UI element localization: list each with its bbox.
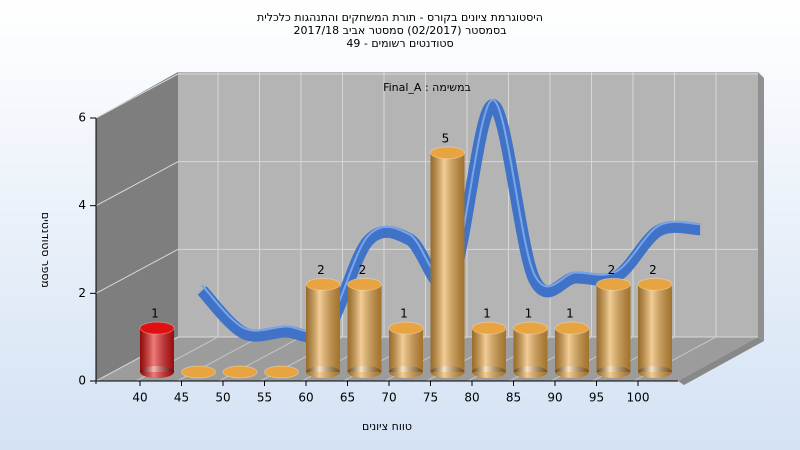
bar-shade	[430, 152, 465, 372]
bar-shade	[472, 328, 506, 372]
bar-shade	[389, 328, 423, 372]
x-tick-label: 100	[627, 391, 650, 405]
marks: 1 2 2 1 5 1 1 1 2 2	[139, 99, 701, 379]
grid-line	[95, 73, 179, 119]
bar-top	[181, 365, 216, 379]
data-label: 5	[442, 131, 450, 145]
bar-top	[222, 365, 258, 379]
chart-subtitle: סטודנטים רשומים - 49	[346, 37, 453, 50]
x-tick-label: 55	[257, 391, 272, 405]
chart-title: היסטוגרמת ציונים בקורס - תורת המשחקים וה…	[257, 11, 543, 24]
bar-top	[139, 321, 175, 335]
bar-top	[347, 277, 382, 291]
x-tick-label: 60	[298, 391, 313, 405]
data-label: 2	[649, 263, 657, 277]
bar-top	[554, 321, 590, 335]
bar-top	[637, 277, 673, 291]
bar-top	[596, 277, 631, 291]
x-tick-label: 85	[506, 391, 521, 405]
y-axis-label: מספר סטודנטים	[39, 212, 52, 288]
bar-top	[430, 146, 465, 160]
data-label: 2	[359, 263, 367, 277]
grid-line	[95, 248, 179, 294]
x-axis-label: טווח ציונים	[362, 420, 412, 433]
bar-base-shade	[389, 366, 423, 378]
bar-shade	[638, 284, 672, 372]
bar-top	[264, 365, 299, 379]
x-tick-label: 45	[174, 391, 189, 405]
x-tick-label: 50	[215, 391, 230, 405]
bar-shade	[513, 328, 548, 372]
bar-shade	[140, 328, 174, 372]
x-tick-label: 65	[340, 391, 355, 405]
bar-base-shade	[140, 366, 174, 378]
y-tick-label: 6	[78, 111, 86, 125]
bar-top	[471, 321, 507, 335]
bar-shade	[347, 284, 382, 372]
data-label: 1	[400, 307, 408, 321]
floor-edge	[678, 337, 764, 385]
bar-base-shade	[347, 366, 382, 378]
bar-top	[305, 277, 341, 291]
bar-base-shade	[596, 366, 631, 378]
bar-base-shade	[472, 366, 506, 378]
bar-base-shade	[430, 366, 465, 378]
data-label: 1	[151, 307, 159, 321]
x-tick-label: 95	[589, 391, 604, 405]
y-tick-label: 4	[78, 198, 86, 212]
data-label: 1	[566, 307, 574, 321]
y-tick-label: 0	[78, 374, 86, 388]
bar-base-shade	[513, 366, 548, 378]
x-tick-label: 90	[547, 391, 562, 405]
wall-edge	[758, 72, 764, 341]
bar-shade	[306, 284, 340, 372]
annotation: במשימה : Final_A	[383, 81, 471, 94]
bar-shade	[596, 284, 631, 372]
data-label: 1	[483, 307, 491, 321]
x-tick-label: 70	[381, 391, 396, 405]
chart-subtitle: בסמסטר (02/2017) סמסטר אביב 2017/18	[293, 24, 506, 37]
bar-base-shade	[555, 366, 589, 378]
data-label: 2	[608, 263, 616, 277]
x-tick-label: 40	[132, 391, 147, 405]
bar-base-shade	[638, 366, 672, 378]
x-tick-label: 80	[464, 391, 479, 405]
data-label: 2	[317, 263, 325, 277]
y-tick-label: 2	[78, 286, 86, 300]
bar-top	[513, 321, 548, 335]
bar-shade	[555, 328, 589, 372]
side-wall	[96, 72, 178, 381]
grid-line	[95, 161, 179, 207]
x-tick-label: 75	[423, 391, 438, 405]
bar-top	[388, 321, 424, 335]
bar-base-shade	[306, 366, 340, 378]
data-label: 1	[525, 307, 533, 321]
